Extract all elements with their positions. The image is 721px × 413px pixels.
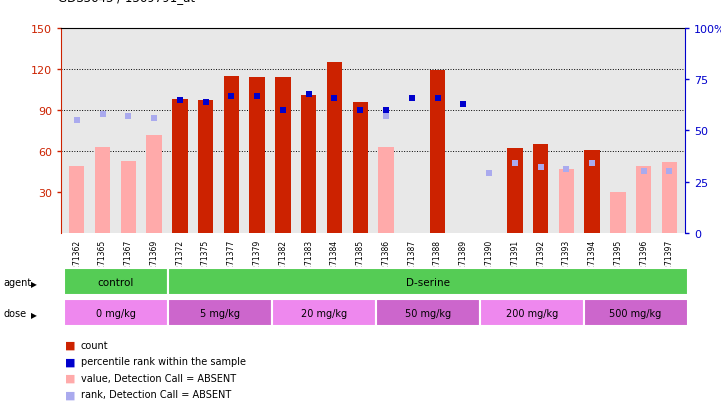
Text: value, Detection Call = ABSENT: value, Detection Call = ABSENT bbox=[81, 373, 236, 383]
Text: count: count bbox=[81, 340, 108, 350]
Text: rank, Detection Call = ABSENT: rank, Detection Call = ABSENT bbox=[81, 389, 231, 399]
Text: ■: ■ bbox=[65, 340, 76, 350]
Text: 0 mg/kg: 0 mg/kg bbox=[96, 308, 136, 318]
Bar bbox=[636, 166, 652, 233]
Text: ▶: ▶ bbox=[31, 280, 37, 288]
Bar bbox=[379, 147, 394, 233]
Text: 5 mg/kg: 5 mg/kg bbox=[200, 308, 240, 318]
Bar bbox=[327, 63, 342, 233]
Text: 20 mg/kg: 20 mg/kg bbox=[301, 308, 347, 318]
Text: ■: ■ bbox=[65, 389, 76, 399]
Bar bbox=[120, 161, 136, 233]
Bar bbox=[69, 166, 84, 233]
Text: ■: ■ bbox=[65, 373, 76, 383]
Bar bbox=[533, 145, 549, 233]
Text: ▶: ▶ bbox=[31, 311, 37, 319]
Text: control: control bbox=[97, 277, 134, 287]
Text: percentile rank within the sample: percentile rank within the sample bbox=[81, 356, 246, 366]
Bar bbox=[610, 192, 626, 233]
Bar bbox=[353, 102, 368, 233]
Bar bbox=[224, 77, 239, 233]
Text: ■: ■ bbox=[65, 356, 76, 366]
Text: dose: dose bbox=[4, 308, 27, 318]
Text: 500 mg/kg: 500 mg/kg bbox=[609, 308, 662, 318]
Bar bbox=[507, 149, 523, 233]
Text: 50 mg/kg: 50 mg/kg bbox=[404, 308, 451, 318]
Bar bbox=[146, 135, 162, 233]
Bar bbox=[275, 78, 291, 233]
Bar bbox=[559, 169, 574, 233]
Bar bbox=[249, 78, 265, 233]
Bar bbox=[585, 150, 600, 233]
Bar bbox=[172, 100, 187, 233]
Bar bbox=[662, 162, 677, 233]
Text: D-serine: D-serine bbox=[406, 277, 450, 287]
Text: agent: agent bbox=[4, 277, 32, 287]
Bar bbox=[198, 101, 213, 233]
Bar bbox=[301, 96, 317, 233]
Bar bbox=[430, 71, 446, 233]
Text: GDS3643 / 1369791_at: GDS3643 / 1369791_at bbox=[58, 0, 195, 4]
Bar bbox=[94, 147, 110, 233]
Text: 200 mg/kg: 200 mg/kg bbox=[505, 308, 558, 318]
